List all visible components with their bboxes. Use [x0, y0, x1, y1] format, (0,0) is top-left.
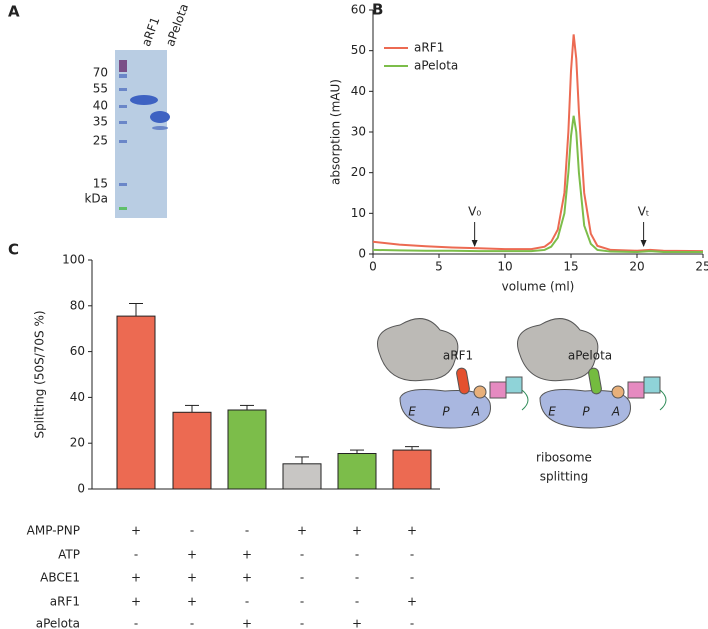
condition-cell: +: [407, 595, 417, 609]
site-label: E: [408, 405, 416, 419]
legend-label: aRF1: [414, 41, 444, 55]
condition-cell: -: [355, 571, 359, 585]
bar: [172, 411, 212, 490]
lane-label: aRF1: [139, 15, 162, 48]
legend-label: aPelota: [414, 59, 458, 73]
panel-label: A: [8, 3, 20, 21]
condition-label: aRF1: [50, 595, 80, 609]
annotation-arrowhead: [640, 240, 647, 247]
site-label: E: [548, 405, 556, 419]
y-tick-label: 40: [351, 84, 366, 98]
marker-label: 15: [93, 177, 108, 191]
condition-cell: +: [131, 595, 141, 609]
site-label: A: [471, 405, 480, 419]
site-label: A: [611, 405, 620, 419]
y-tick-label: 0: [358, 247, 366, 261]
bar: [227, 409, 267, 490]
condition-label: ABCE1: [40, 571, 80, 585]
factor-label: aPelota: [568, 349, 612, 363]
condition-cell: -: [190, 524, 194, 538]
condition-cell: -: [300, 617, 304, 629]
condition-cell: +: [297, 524, 307, 538]
bar: [392, 449, 432, 490]
condition-cell: -: [355, 595, 359, 609]
line-series: [372, 115, 703, 253]
condition-cell: +: [407, 524, 417, 538]
condition-label: ATP: [58, 548, 80, 562]
condition-cell: -: [410, 617, 414, 629]
condition-cell: +: [242, 548, 252, 562]
annotation-arrowhead: [471, 240, 478, 247]
y-tick-label: 50: [351, 43, 366, 57]
factor-label: aRF1: [443, 349, 473, 363]
x-tick-label: 10: [497, 260, 512, 274]
panel-label: B: [372, 1, 383, 19]
y-tick-label: 60: [70, 344, 85, 358]
y-tick-label: 60: [351, 3, 366, 17]
marker-label: 55: [93, 82, 108, 96]
condition-label: aPelota: [36, 617, 80, 629]
condition-cell: +: [352, 617, 362, 629]
condition-label: AMP-PNP: [27, 524, 80, 538]
x-tick-label: 20: [629, 260, 644, 274]
y-tick-label: 80: [70, 298, 85, 312]
condition-cell: -: [245, 595, 249, 609]
condition-cell: -: [300, 595, 304, 609]
marker-label: 25: [93, 134, 108, 148]
diagram-caption: splitting: [540, 470, 589, 484]
x-tick-label: 0: [369, 260, 377, 274]
condition-cell: -: [134, 617, 138, 629]
y-tick-label: 10: [351, 206, 366, 220]
gel-bands: [119, 60, 170, 210]
x-tick-label: 15: [563, 260, 578, 274]
condition-cell: +: [187, 595, 197, 609]
condition-cell: -: [410, 548, 414, 562]
condition-cell: -: [134, 548, 138, 562]
panel-label: C: [8, 241, 19, 259]
bar: [116, 315, 156, 490]
condition-cell: +: [187, 548, 197, 562]
line-series: [372, 34, 704, 253]
condition-cell: +: [242, 571, 252, 585]
marker-label: 35: [93, 115, 108, 129]
condition-cell: -: [190, 617, 194, 629]
y-tick-label: 20: [351, 165, 366, 179]
condition-cell: -: [300, 548, 304, 562]
diagram-caption: ribosome: [536, 451, 592, 465]
lane-label: aPelota: [163, 2, 191, 48]
y-tick-label: 30: [351, 125, 366, 139]
marker-label: kDa: [84, 192, 108, 206]
site-label: P: [582, 405, 590, 419]
condition-cell: -: [355, 548, 359, 562]
y-tick-label: 40: [70, 390, 85, 404]
y-axis-title: Splitting (50S/70S %): [33, 310, 47, 438]
annotation-label: V₀: [468, 205, 481, 219]
x-tick-label: 5: [435, 260, 443, 274]
condition-cell: +: [187, 571, 197, 585]
y-axis-title: absorption (mAU): [329, 79, 343, 185]
condition-cell: +: [242, 617, 252, 629]
x-axis-title: volume (ml): [502, 280, 575, 294]
marker-label: 40: [93, 99, 108, 113]
condition-cell: -: [410, 571, 414, 585]
x-tick-label: 25: [695, 260, 708, 274]
condition-cell: -: [245, 524, 249, 538]
condition-cell: +: [131, 571, 141, 585]
bar: [282, 463, 322, 490]
y-tick-label: 20: [70, 436, 85, 450]
y-tick-label: 100: [62, 253, 85, 267]
ribosome-diagram: [377, 318, 667, 429]
marker-label: 70: [93, 66, 108, 80]
condition-cell: +: [131, 524, 141, 538]
condition-cell: -: [300, 571, 304, 585]
y-tick-label: 0: [77, 482, 85, 496]
bar: [337, 453, 377, 490]
annotation-label: Vₜ: [638, 205, 650, 219]
site-label: P: [442, 405, 450, 419]
condition-cell: +: [352, 524, 362, 538]
